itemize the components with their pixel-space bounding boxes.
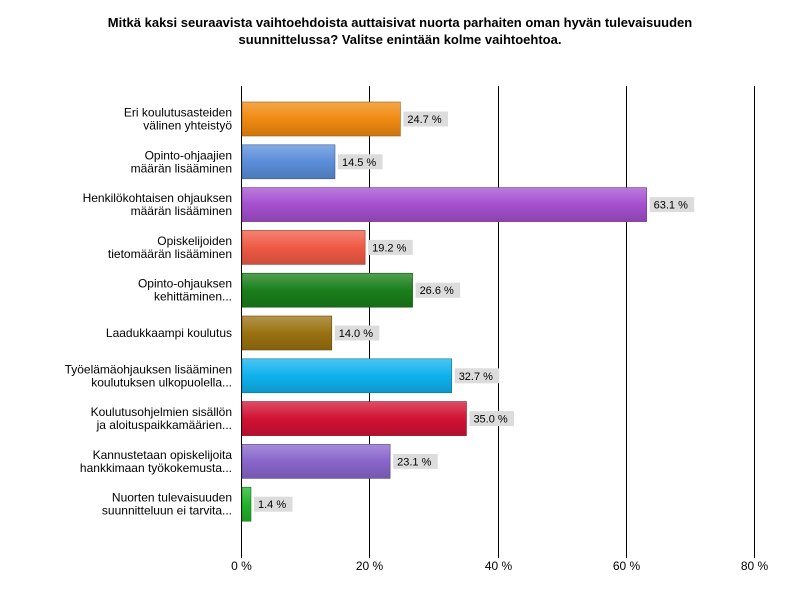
category-label: Henkilökohtaisen ohjauksen: [83, 191, 232, 205]
x-tick-label: 60 %: [613, 559, 641, 573]
bar: [241, 358, 452, 394]
category-label: Opinto-ohjauksen: [138, 277, 232, 291]
data-label: 14.0 %: [339, 328, 373, 340]
data-label: 19.2 %: [372, 242, 406, 254]
x-tick-label: 40 %: [485, 559, 513, 573]
data-label-background: [393, 453, 438, 469]
category-label: Nuorten tulevaisuuden: [112, 491, 232, 505]
data-label: 26.6 %: [420, 285, 454, 297]
data-label: 24.7 %: [407, 114, 441, 126]
x-tick-label: 20 %: [356, 559, 384, 573]
chart-title-line: Mitkä kaksi seuraavista vaihtoehdoista a…: [107, 15, 693, 30]
data-label-background: [649, 197, 695, 213]
data-label-background: [454, 368, 500, 384]
category-label: ja aloituspaikkamäärien...: [96, 418, 232, 432]
data-label-background: [334, 325, 380, 341]
data-label: 1.4 %: [258, 499, 286, 511]
data-label-background: [415, 282, 461, 298]
x-tick-label: 80 %: [741, 559, 769, 573]
bar: [241, 272, 413, 308]
category-label: Eri koulutusasteiden: [124, 106, 232, 120]
data-label-background: [469, 411, 515, 427]
data-label: 32.7 %: [459, 371, 493, 383]
category-label: koulutuksen ulkopuolella...: [91, 375, 232, 389]
data-label: 23.1 %: [397, 456, 431, 468]
category-label: Laadukkaampi koulutus: [106, 326, 232, 340]
bar: [241, 230, 366, 265]
category-label: määrän lisääminen: [131, 204, 232, 218]
category-label: suunnitteluun ei tarvita...: [102, 504, 232, 518]
category-label: Opiskelijoiden: [157, 234, 232, 248]
category-label: välinen yhteistyö: [143, 119, 232, 133]
data-label: 35.0 %: [473, 414, 507, 426]
category-label: Työelämäohjauksen lisääminen: [65, 362, 232, 376]
data-label-background: [337, 154, 383, 170]
data-label: 63.1 %: [654, 200, 688, 212]
data-label-background: [403, 111, 448, 127]
category-label: hankkimaan työkokemusta...: [80, 461, 232, 475]
category-label: Opinto-ohjaajien: [145, 148, 232, 162]
data-label-background: [368, 239, 413, 255]
category-label: Kannustetaan opiskelijoita: [93, 448, 233, 462]
category-label: kehittäminen...: [154, 290, 232, 304]
data-label: 14.5 %: [342, 157, 376, 169]
chart-title: Mitkä kaksi seuraavista vaihtoehdoista a…: [60, 14, 740, 48]
category-label: määrän lisääminen: [131, 161, 232, 175]
bar: [241, 486, 252, 522]
chart-title-line: suunnittelussa? Valitse enintään kolme v…: [238, 32, 562, 47]
category-label: Koulutusohjelmien sisällön: [91, 405, 232, 419]
category-label: tietomäärän lisääminen: [108, 247, 232, 261]
bar: [241, 315, 333, 351]
x-tick-label: 0 %: [231, 559, 252, 573]
bar: [241, 187, 647, 222]
bar: [241, 101, 401, 137]
bar: [241, 401, 467, 436]
data-label-background: [253, 496, 293, 512]
bar: [241, 444, 391, 479]
bar: [241, 144, 336, 180]
